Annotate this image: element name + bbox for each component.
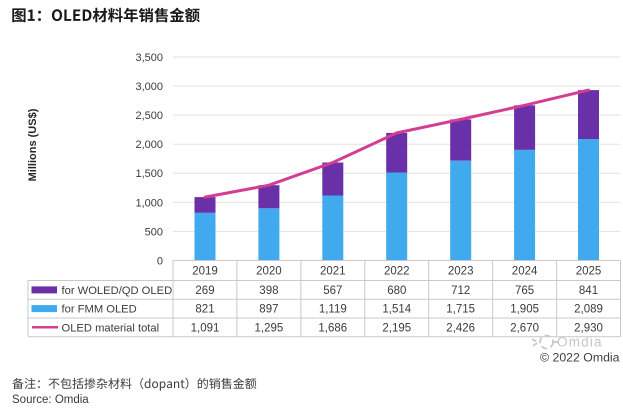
svg-text:OLED material total: OLED material total [62, 322, 160, 334]
svg-text:398: 398 [259, 285, 278, 297]
svg-text:712: 712 [451, 285, 470, 297]
svg-text:1,119: 1,119 [319, 304, 347, 316]
svg-text:1,295: 1,295 [255, 322, 284, 334]
svg-text:2022: 2022 [384, 266, 410, 278]
svg-text:765: 765 [515, 285, 534, 297]
svg-text:Omdia: Omdia [557, 334, 603, 349]
svg-text:0: 0 [157, 255, 163, 267]
svg-text:500: 500 [145, 226, 163, 238]
svg-text:2,195: 2,195 [382, 322, 411, 334]
svg-text:269: 269 [195, 285, 214, 297]
svg-text:for WOLED/QD OLED: for WOLED/QD OLED [62, 285, 173, 297]
svg-text:1,686: 1,686 [318, 322, 347, 334]
svg-text:1,905: 1,905 [510, 304, 539, 316]
svg-text:2,930: 2,930 [574, 322, 603, 334]
svg-text:1,500: 1,500 [135, 168, 163, 180]
svg-text:897: 897 [259, 304, 278, 316]
svg-text:for FMM OLED: for FMM OLED [62, 304, 137, 316]
svg-text:3,000: 3,000 [135, 81, 163, 93]
svg-text:2,670: 2,670 [510, 322, 539, 334]
svg-text:2020: 2020 [256, 266, 282, 278]
svg-text:1,514: 1,514 [382, 304, 411, 316]
svg-text:1,091: 1,091 [191, 322, 220, 334]
svg-text:Source: Omdia: Source: Omdia [12, 394, 89, 406]
svg-text:2024: 2024 [512, 266, 538, 278]
svg-text:841: 841 [579, 285, 598, 297]
svg-text:567: 567 [323, 285, 342, 297]
svg-text:2,426: 2,426 [446, 322, 475, 334]
svg-text:2023: 2023 [448, 266, 474, 278]
svg-text:2,500: 2,500 [135, 110, 163, 122]
svg-text:2019: 2019 [192, 266, 218, 278]
svg-text:© 2022 Omdia: © 2022 Omdia [540, 351, 620, 365]
svg-text:Millions (US$): Millions (US$) [27, 108, 39, 181]
svg-text:1,000: 1,000 [135, 197, 163, 209]
svg-text:2025: 2025 [576, 266, 602, 278]
svg-text:680: 680 [387, 285, 406, 297]
svg-text:2,089: 2,089 [574, 304, 603, 316]
svg-text:2021: 2021 [320, 266, 346, 278]
svg-text:2,000: 2,000 [135, 139, 163, 151]
svg-text:821: 821 [195, 304, 214, 316]
svg-text:3,500: 3,500 [135, 52, 163, 64]
svg-text:1,715: 1,715 [446, 304, 475, 316]
